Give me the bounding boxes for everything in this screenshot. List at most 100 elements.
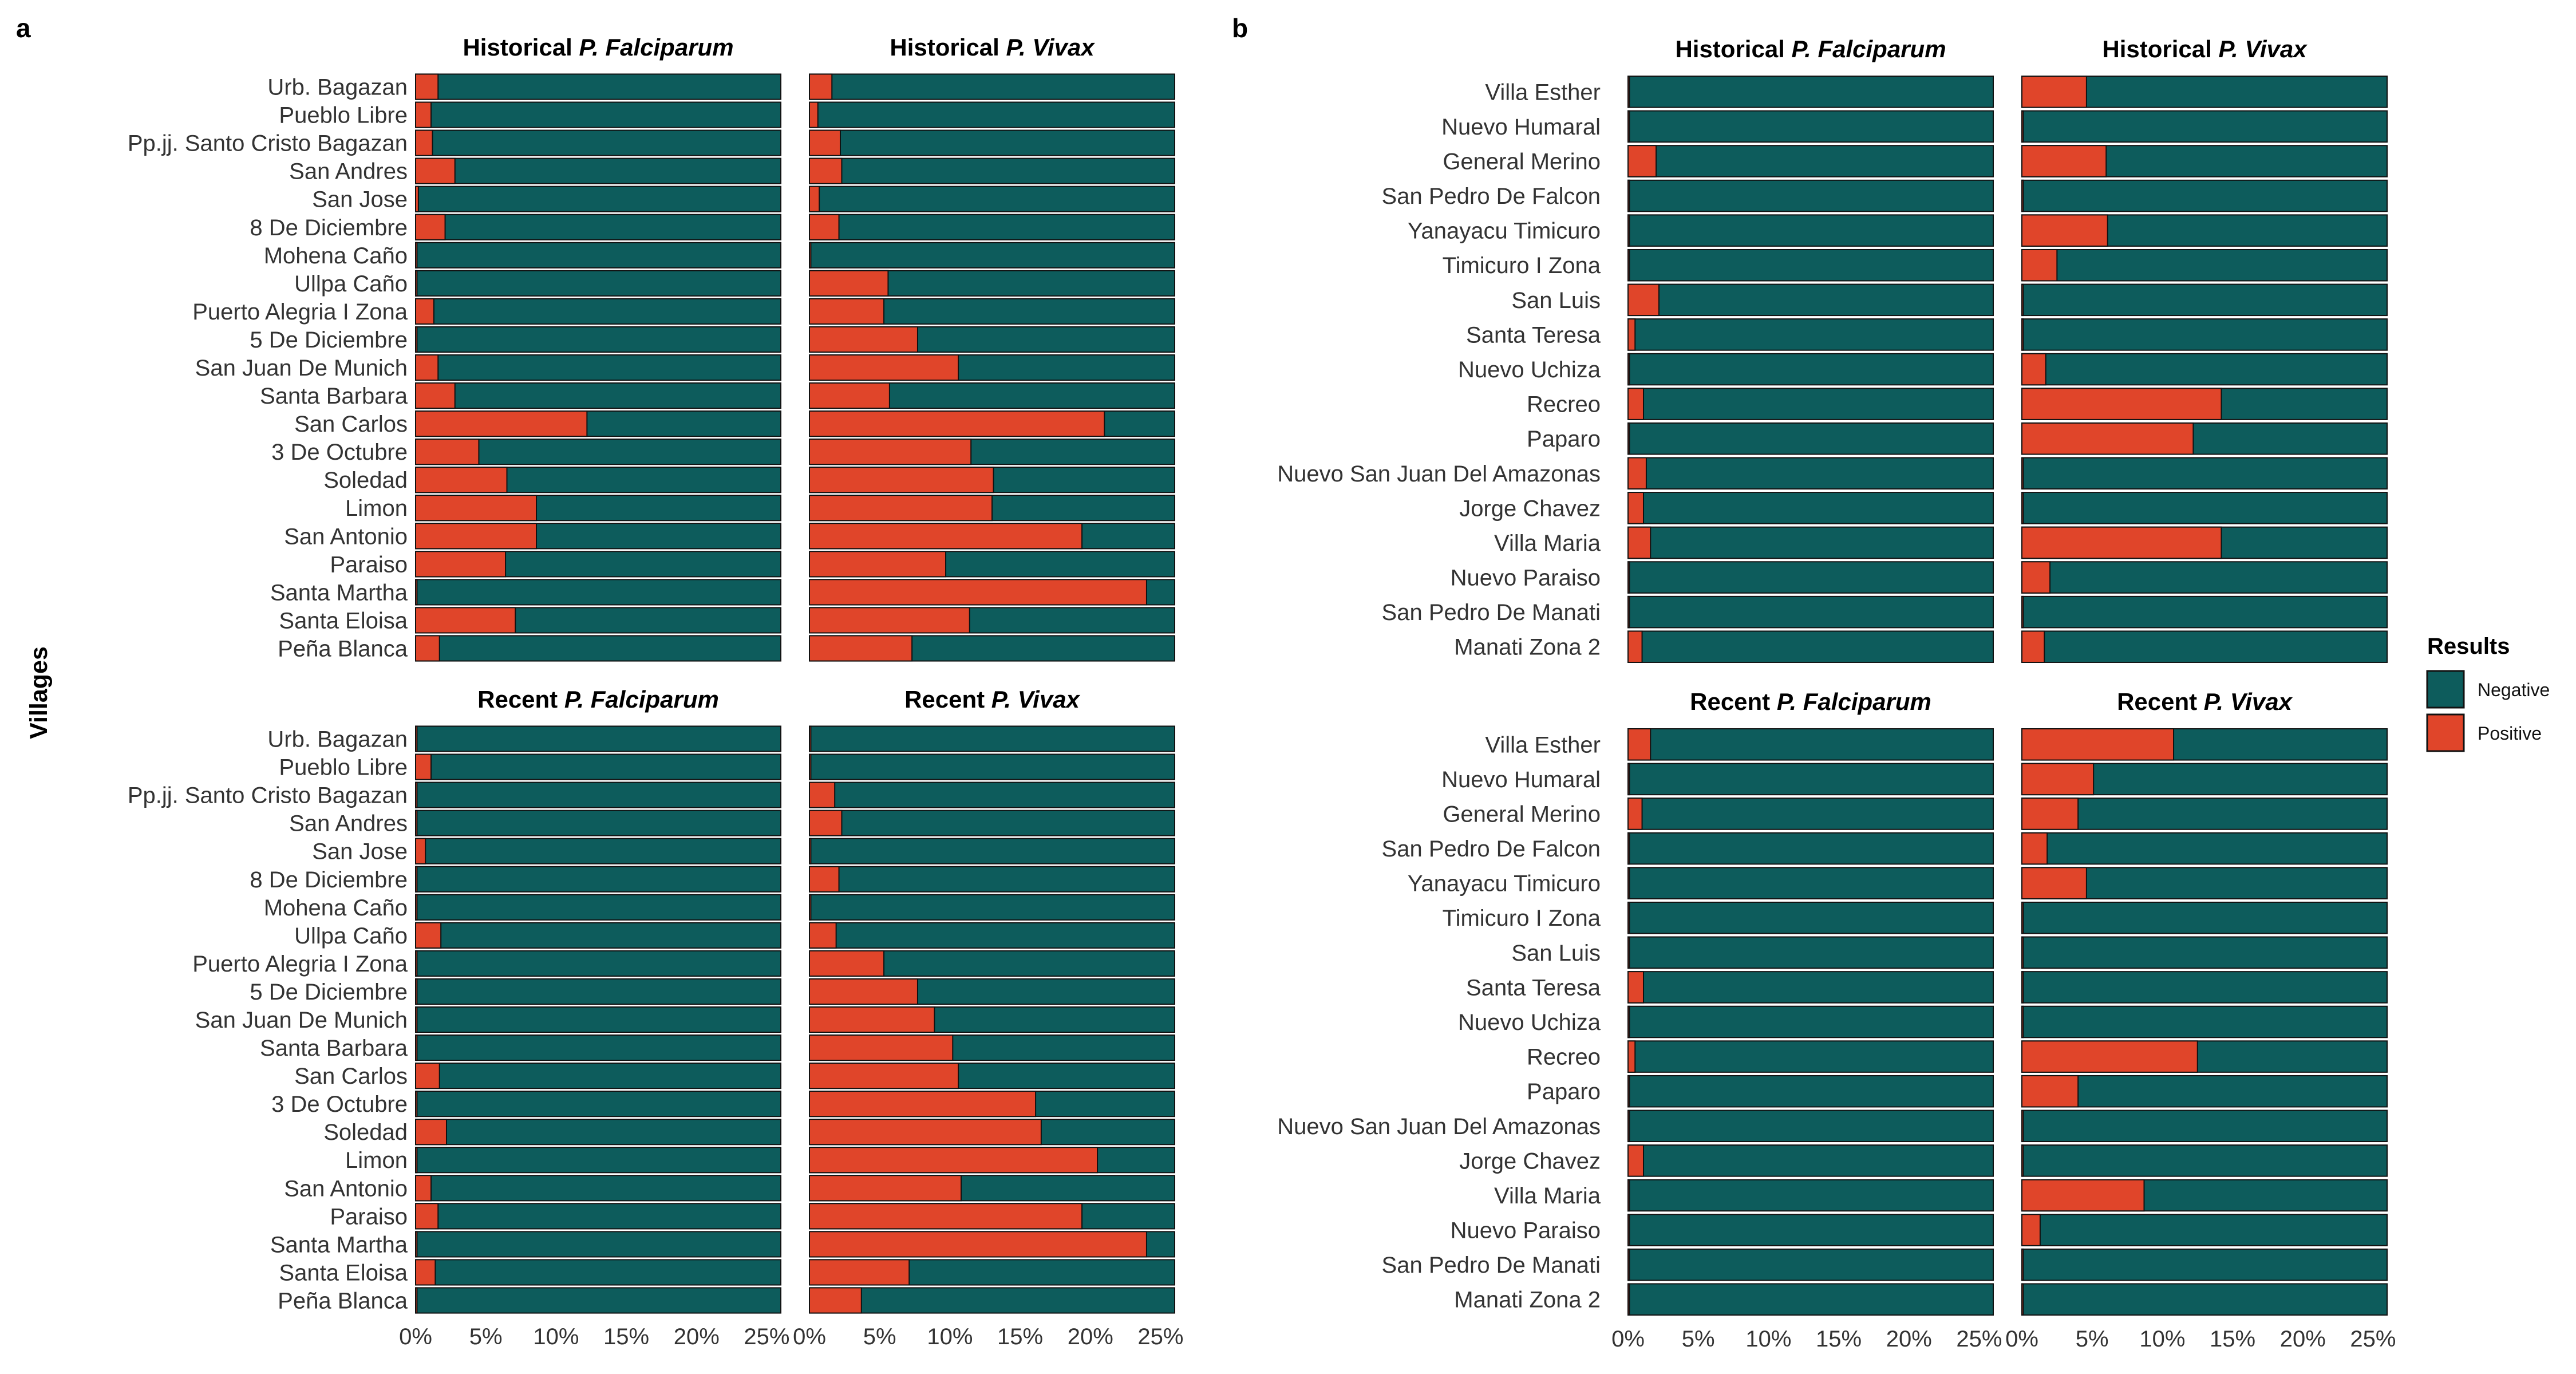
tick-label-x: 0% bbox=[793, 1324, 826, 1349]
tick-label-village: Peña Blanca bbox=[278, 636, 408, 661]
tick-label-village: San Juan De Munich bbox=[195, 356, 408, 381]
bar-positive bbox=[415, 1034, 418, 1061]
bar-negative bbox=[415, 1063, 781, 1089]
tick-label-x: 15% bbox=[603, 1324, 649, 1349]
bar-negative bbox=[2021, 936, 2388, 969]
tick-label-x: 20% bbox=[1886, 1326, 1932, 1352]
facet-title: Recent P. Falciparum bbox=[477, 686, 719, 713]
bar-negative bbox=[415, 73, 781, 100]
facet-title: Historical P. Vivax bbox=[2102, 35, 2308, 62]
bar-positive bbox=[2021, 526, 2222, 559]
facet-title-prefix: Historical bbox=[463, 34, 579, 61]
bar-positive bbox=[1627, 728, 1652, 761]
tick-label-village: Paraiso bbox=[330, 552, 408, 577]
bar-positive bbox=[809, 495, 993, 522]
tick-label-village: Jorge Chavez bbox=[1459, 496, 1601, 521]
bar-positive bbox=[809, 781, 836, 808]
tick-label-village: Villa Maria bbox=[1494, 1183, 1601, 1209]
bar-negative bbox=[1627, 76, 1994, 108]
bar-negative bbox=[2021, 1110, 2388, 1143]
bar-negative bbox=[2021, 1283, 2388, 1316]
tick-label-x: 10% bbox=[2139, 1326, 2185, 1352]
bar-negative bbox=[415, 1034, 781, 1061]
bar-positive bbox=[2021, 388, 2222, 420]
tick-label-village: Nuevo Paraiso bbox=[1451, 1218, 1601, 1243]
bar-positive bbox=[809, 551, 947, 578]
bar-positive bbox=[809, 635, 913, 662]
tick-label-village: 3 De Octubre bbox=[271, 440, 408, 465]
tick-label-village: San Carlos bbox=[294, 412, 408, 437]
bar-negative bbox=[415, 101, 781, 128]
tick-label-village: Pp.jj. Santo Cristo Bagazan bbox=[128, 131, 408, 156]
bar-positive bbox=[1627, 901, 1630, 934]
bar-positive bbox=[1627, 526, 1652, 559]
bar-positive bbox=[2021, 422, 2194, 455]
bar-negative bbox=[415, 922, 781, 949]
bar-positive bbox=[809, 725, 812, 752]
bar-positive bbox=[2021, 318, 2024, 351]
bar-negative bbox=[809, 922, 1175, 949]
tick-label-village: Santa Martha bbox=[270, 580, 408, 605]
bar-negative bbox=[809, 129, 1175, 156]
bar-positive bbox=[415, 1063, 440, 1089]
tick-label-village: Nuevo Uchiza bbox=[1458, 357, 1601, 382]
bar-positive bbox=[809, 922, 837, 949]
bar-positive bbox=[1627, 1144, 1644, 1177]
tick-label-village: Nuevo San Juan Del Amazonas bbox=[1277, 461, 1601, 487]
facet-title-species: P. Falciparum bbox=[579, 34, 734, 61]
tick-label-village: Recreo bbox=[1527, 392, 1601, 417]
bar-positive bbox=[415, 607, 516, 634]
bar-negative bbox=[809, 753, 1175, 780]
tick-label-x: 0% bbox=[399, 1324, 432, 1349]
bar-positive bbox=[415, 838, 426, 864]
bar-positive bbox=[415, 1287, 418, 1314]
bar-positive bbox=[809, 73, 833, 100]
bar-positive bbox=[2021, 1040, 2198, 1073]
bar-positive bbox=[415, 1203, 439, 1230]
legend-label-negative: Negative bbox=[2478, 680, 2550, 700]
facet-a-historical-p-falciparum: Historical P. Falciparum Urb. Bagazan Pueb… bbox=[128, 34, 781, 662]
bar-positive bbox=[2021, 1005, 2024, 1039]
bar-negative bbox=[415, 635, 781, 662]
bar-negative bbox=[809, 838, 1175, 864]
bar-positive bbox=[2021, 1110, 2024, 1143]
tick-label-village: General Merino bbox=[1443, 149, 1601, 174]
bar-positive bbox=[1627, 353, 1630, 386]
bar-positive bbox=[809, 439, 972, 465]
bar-positive bbox=[415, 467, 508, 493]
bar-negative bbox=[2021, 110, 2388, 143]
facet-a-historical-p-vivax: Historical P. Vivax bbox=[809, 34, 1175, 662]
bar-negative bbox=[1627, 797, 1994, 830]
bar-positive bbox=[809, 157, 843, 184]
bar-negative bbox=[1627, 971, 1994, 1004]
tick-label-village: 5 De Diciembre bbox=[250, 327, 408, 353]
bar-positive bbox=[809, 101, 819, 128]
bar-positive bbox=[415, 185, 419, 212]
bar-negative bbox=[415, 579, 781, 606]
facet-title-prefix: Historical bbox=[890, 34, 1006, 61]
tick-label-village: Puerto Alegria I Zona bbox=[192, 951, 408, 977]
bar-positive bbox=[1627, 422, 1630, 455]
facet-a-recent-p-falciparum: Recent P. Falciparum Urb. Bagazan Pueblo L… bbox=[128, 686, 790, 1349]
bar-negative bbox=[1627, 248, 1994, 282]
bar-negative bbox=[415, 1259, 781, 1286]
tick-label-village: Nuevo Uchiza bbox=[1458, 1010, 1601, 1035]
bar-negative bbox=[415, 354, 781, 381]
bar-positive bbox=[415, 214, 446, 240]
bar-positive bbox=[415, 950, 418, 977]
tick-label-village: San Pedro De Falcon bbox=[1382, 184, 1601, 209]
facet-title-prefix: Historical bbox=[1675, 35, 1791, 62]
bar-positive bbox=[809, 838, 812, 864]
tick-label-village: San Jose bbox=[312, 187, 408, 212]
bar-positive bbox=[415, 270, 418, 297]
bar-positive bbox=[809, 607, 970, 634]
bar-negative bbox=[809, 101, 1175, 128]
bar-negative bbox=[415, 1147, 781, 1174]
bar-negative bbox=[2021, 492, 2388, 524]
tick-label-village: Villa Maria bbox=[1494, 531, 1601, 556]
bar-positive bbox=[2021, 353, 2046, 386]
tick-label-village: Timicuro I Zona bbox=[1443, 253, 1601, 278]
bar-negative bbox=[1627, 1179, 1994, 1212]
bar-positive bbox=[1627, 457, 1647, 490]
bar-negative bbox=[2021, 318, 2388, 351]
